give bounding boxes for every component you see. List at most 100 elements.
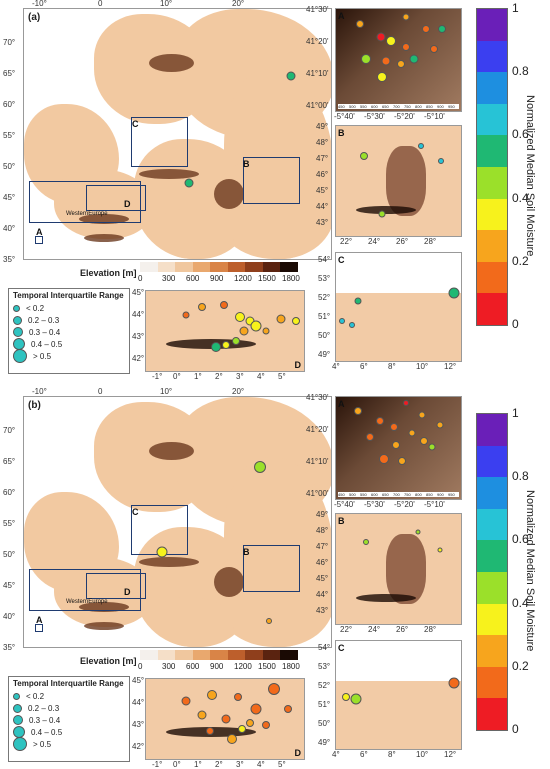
inset-d: D <box>145 290 305 372</box>
region-label-a: A <box>36 615 43 625</box>
colorbar-step <box>477 477 507 509</box>
latitude-tick: 70° <box>3 426 16 435</box>
colorbar-tick-label: 0.4 <box>512 190 529 205</box>
station-marker <box>428 443 436 451</box>
colorbar-tick-label: 0.8 <box>512 469 529 484</box>
elevation-step <box>157 650 175 660</box>
mountain-range <box>214 179 244 209</box>
station-marker <box>402 43 410 51</box>
inset-d-lon: 5° <box>278 760 286 769</box>
region-box-we <box>29 181 141 223</box>
inset-c-lat: 53° <box>318 274 331 283</box>
elevation-title: Elevation [m] <box>80 656 137 666</box>
inset-c-lon: 8° <box>388 362 396 371</box>
elevation-step <box>262 650 280 660</box>
scale-label: 500 <box>349 492 356 497</box>
inset-d-lon: 3° <box>236 760 244 769</box>
elevation-title: Elevation [m] <box>80 268 137 278</box>
region-box-c <box>131 117 188 167</box>
elevation-tick: 1800 <box>282 662 300 671</box>
inset-d-letter: D <box>294 360 302 370</box>
station-marker <box>363 539 369 545</box>
elevation-tick: 600 <box>186 274 200 283</box>
inset-d-lon: 1° <box>194 372 202 381</box>
latitude-tick: 50° <box>3 550 16 559</box>
mountain-range <box>79 602 129 612</box>
inset-d-lat: 42° <box>132 354 145 363</box>
inset-c-lat: 50° <box>318 719 331 728</box>
inset-d-lat: 44° <box>132 310 145 319</box>
longitude-tick: 20° <box>232 0 245 8</box>
station-marker <box>239 326 249 336</box>
inset-d-lat: 44° <box>132 698 145 707</box>
elevation-step <box>227 262 245 272</box>
inset-b-lon: 22° <box>340 237 353 246</box>
inset-b-letter: B <box>338 128 345 138</box>
colorbar-tick-label: 0.2 <box>512 253 529 268</box>
scale-label: 600 <box>371 104 378 109</box>
inset-d-lon: 4° <box>257 760 265 769</box>
station-marker <box>182 311 190 319</box>
inset-d-lon: 2° <box>215 760 223 769</box>
legend-dot-icon <box>13 715 23 725</box>
panel-b: A B C D WesternEurope (b) -10° 0 10° 20° 70° 65° 60°… <box>0 387 470 769</box>
station-marker <box>284 705 292 713</box>
region-label-a: A <box>36 227 43 237</box>
latitude-tick: 40° <box>3 612 16 621</box>
scale-label: 900 <box>437 104 444 109</box>
colorbar-step <box>477 540 507 572</box>
legend-item-label: 0.2 – 0.3 <box>28 703 60 713</box>
inset-b-letter: B <box>338 516 345 526</box>
inset-a: A 450 500 550 600 650 700 750 800 850 900 950 <box>335 396 462 500</box>
region-label-d: D <box>124 199 131 209</box>
inset-a-scale: 450 500 550 600 650 700 750 800 850 900 950 <box>338 104 459 109</box>
scale-label: 850 <box>426 104 433 109</box>
elevation-tick: 1800 <box>282 274 300 283</box>
elevation-step <box>280 262 298 272</box>
colorbar-step <box>477 103 507 136</box>
region-box-b <box>243 545 300 592</box>
elevation-tick: 1500 <box>258 274 276 283</box>
scale-label: 450 <box>338 104 345 109</box>
longitude-tick: -10° <box>32 387 47 396</box>
legend-item: 0.4 – 0.5 <box>13 726 125 738</box>
inset-b-lon: 28° <box>424 237 437 246</box>
inset-c-lon: 10° <box>416 750 429 759</box>
colorbar-bottom-title: Normalized Median Soil Moisture <box>524 490 536 652</box>
station-marker <box>354 407 362 415</box>
station-marker <box>366 433 374 441</box>
legend-dot-icon <box>13 327 23 337</box>
colorbar-step <box>477 198 507 231</box>
scale-label: 550 <box>360 104 367 109</box>
scale-label: 450 <box>338 492 345 497</box>
inset-d-lon: -1° <box>152 372 163 381</box>
elevation-step <box>245 650 263 660</box>
station-marker <box>181 696 191 706</box>
colorbar-step <box>477 414 507 446</box>
colorbar-step <box>477 40 507 73</box>
station-marker <box>268 683 280 695</box>
inset-b-lon: 24° <box>368 625 381 634</box>
colorbar-step <box>477 135 507 167</box>
station-marker <box>222 341 230 349</box>
station-marker <box>390 423 398 431</box>
station-marker <box>184 178 194 188</box>
legend-item-label: 0.2 – 0.3 <box>28 315 60 325</box>
inset-c-letter: C <box>338 255 345 265</box>
legend-dot-icon <box>13 737 27 751</box>
station-marker <box>403 400 409 406</box>
elevation-step <box>175 650 193 660</box>
latitude-tick: 35° <box>3 643 16 652</box>
region-box-a <box>35 624 43 632</box>
station-marker <box>438 158 444 164</box>
mountain-range <box>149 442 194 460</box>
elevation-step <box>175 262 193 272</box>
inset-b-lat: 48° <box>316 138 329 147</box>
station-marker <box>379 454 389 464</box>
legend-item: < 0.2 <box>13 302 125 314</box>
elevation-step <box>210 650 228 660</box>
station-marker <box>220 301 228 309</box>
station-marker <box>402 13 410 21</box>
inset-d-lon: 0° <box>173 760 181 769</box>
station-marker <box>227 734 237 744</box>
